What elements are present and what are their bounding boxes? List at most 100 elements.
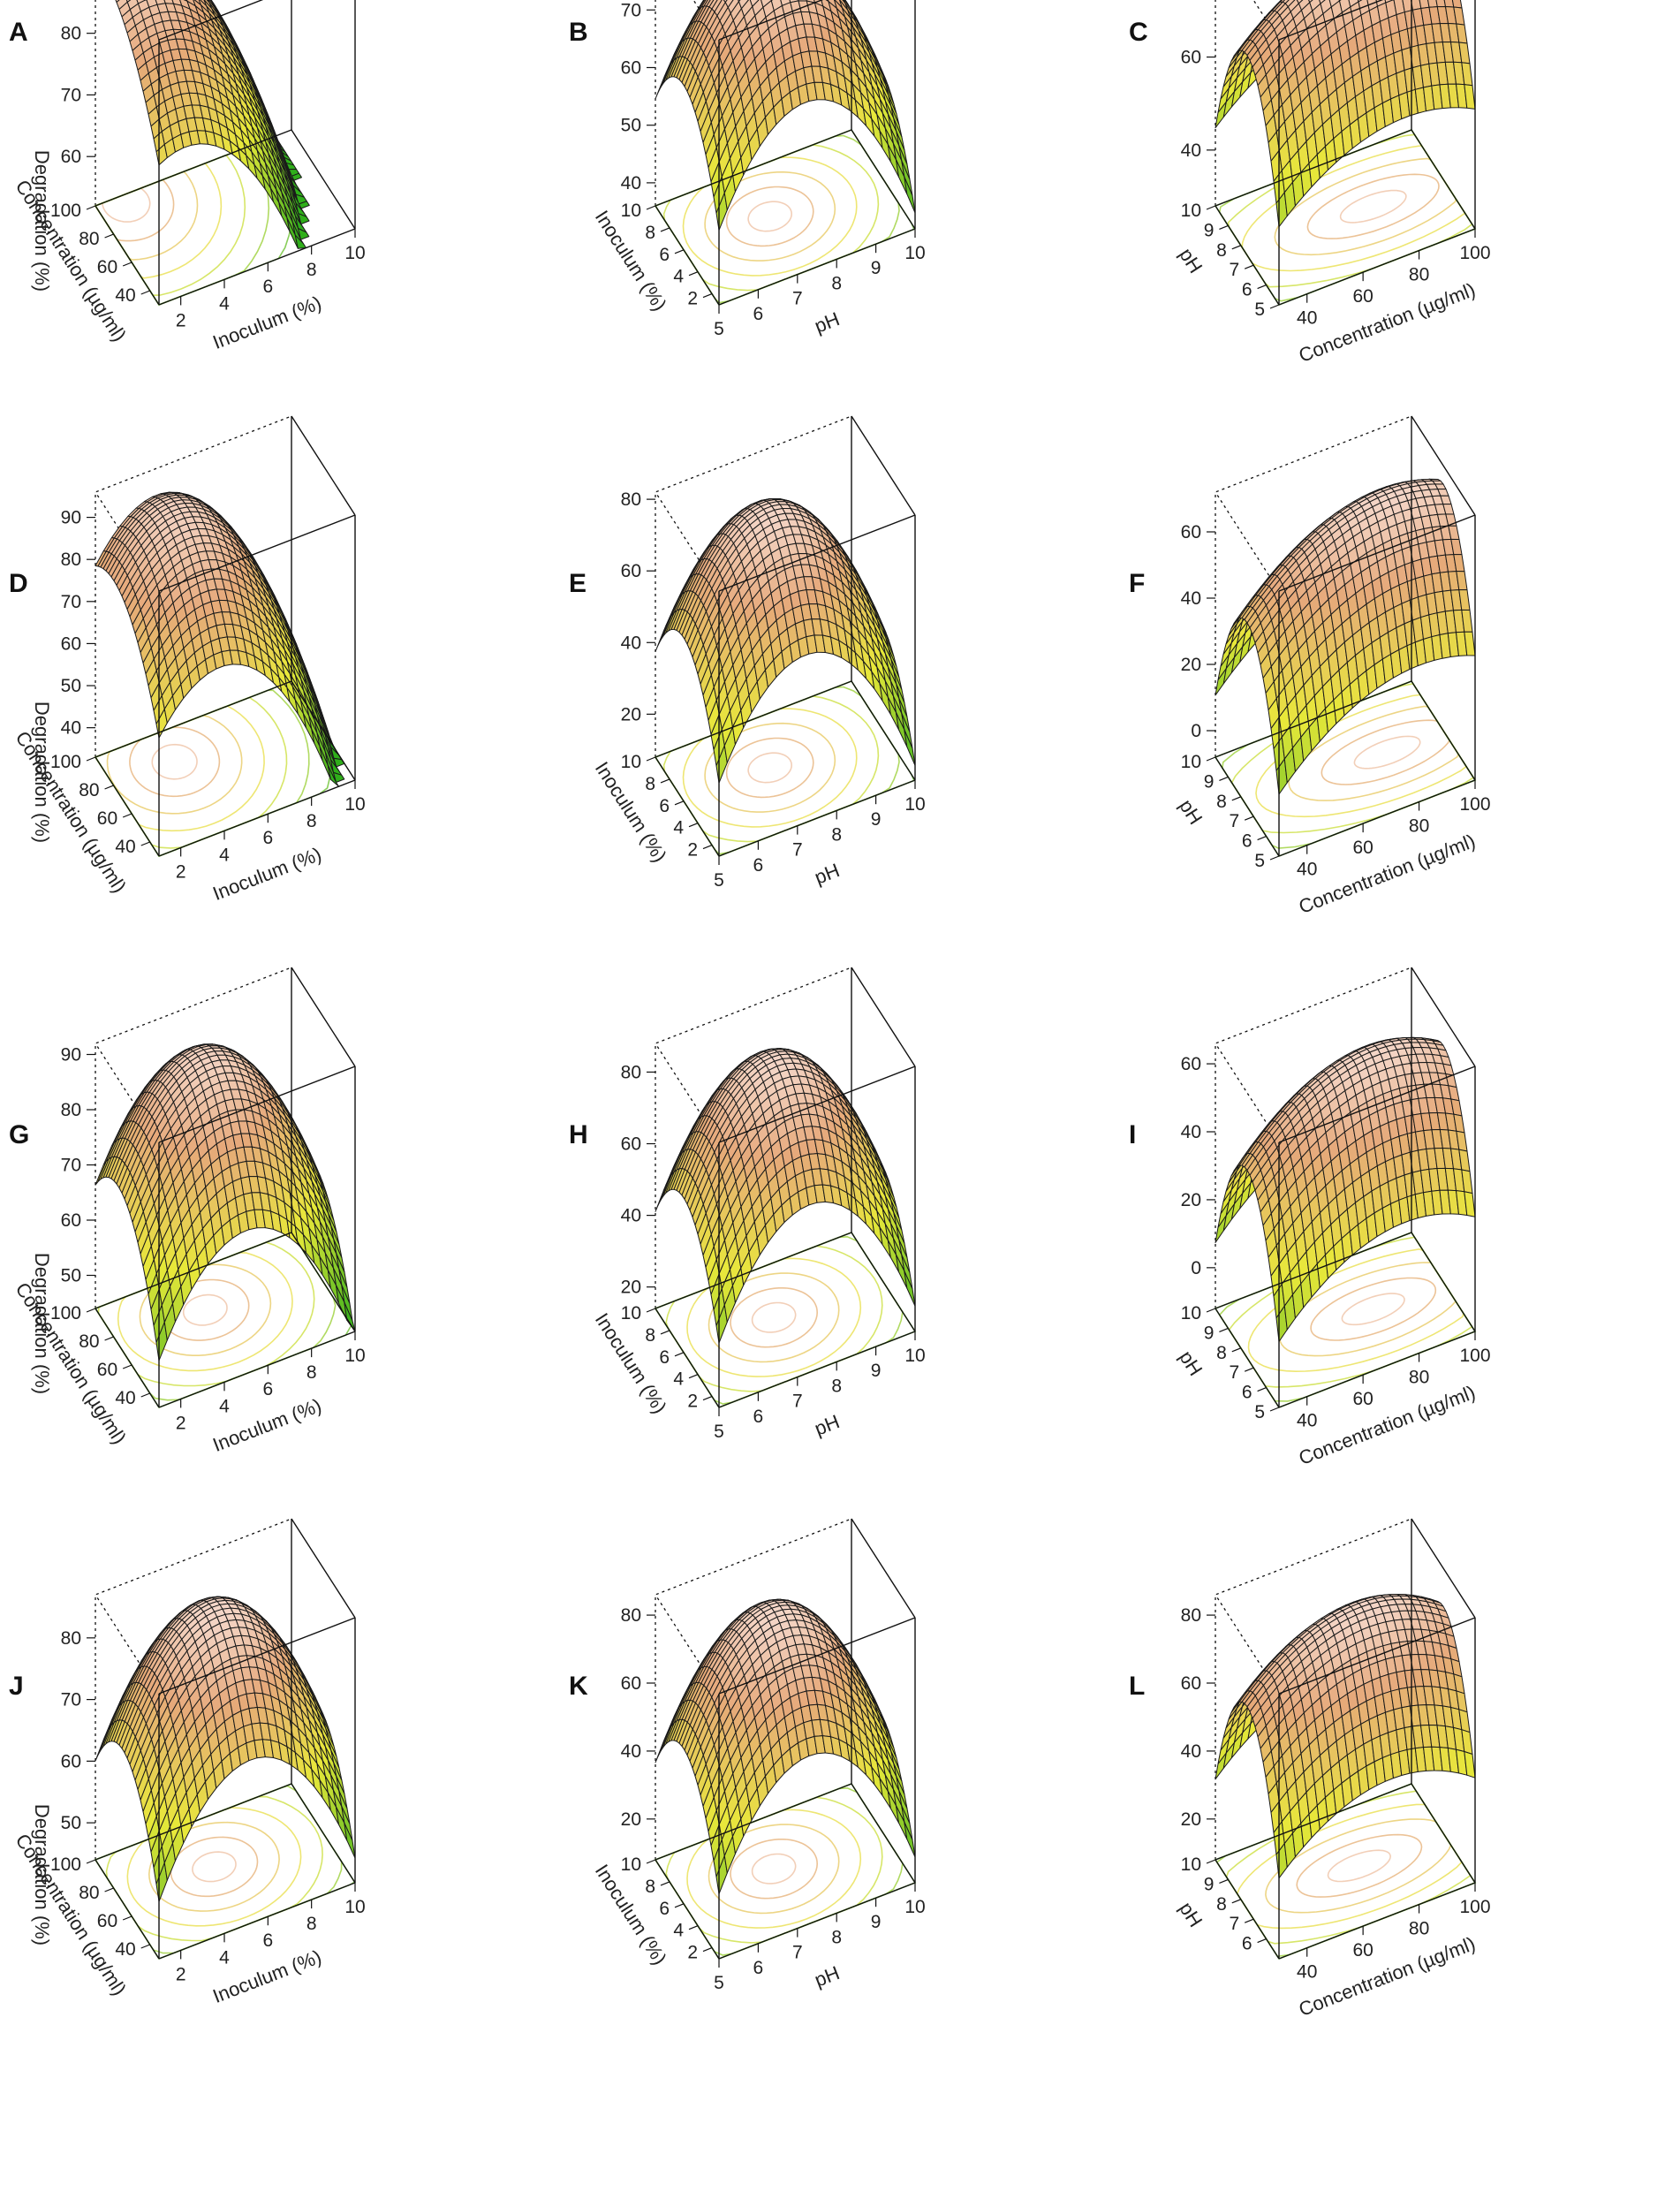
y-tick-label: 4 bbox=[673, 267, 684, 287]
z-tick-label: 60 bbox=[621, 1673, 641, 1694]
z-tick-label: 50 bbox=[621, 116, 641, 136]
y-tick-label: 8 bbox=[1216, 240, 1227, 261]
box-edges bbox=[1215, 1518, 1476, 1960]
y-axis-label: pH bbox=[1175, 795, 1207, 828]
x-tick-label: 8 bbox=[831, 1376, 842, 1396]
y-tick-label: 10 bbox=[1181, 752, 1201, 772]
x-axis-label: Concentration (µg/ml) bbox=[1296, 1932, 1479, 2021]
y-tick-label: 10 bbox=[1181, 1854, 1201, 1875]
x-tick-label: 100 bbox=[1459, 794, 1490, 815]
y-tick-label: 80 bbox=[79, 780, 99, 800]
y-tick-label: 2 bbox=[687, 1392, 698, 1412]
x-tick-label: 8 bbox=[831, 273, 842, 293]
y-tick-label: 6 bbox=[1242, 831, 1252, 852]
y-tick-label: 6 bbox=[659, 1899, 670, 1919]
response-surface bbox=[655, 1598, 916, 1895]
response-surface bbox=[95, 491, 345, 787]
z-tick-label: 90 bbox=[61, 508, 81, 528]
x-tick-label: 10 bbox=[344, 1346, 365, 1366]
panel-letter: G bbox=[9, 1120, 29, 1149]
y-tick-label: 8 bbox=[645, 223, 655, 243]
y-tick-label: 5 bbox=[1254, 300, 1265, 320]
box-back-edge bbox=[1215, 1518, 1412, 1860]
y-tick-label: 10 bbox=[621, 1854, 641, 1875]
box-edges bbox=[95, 967, 356, 1408]
z-tick-label: 60 bbox=[61, 1210, 81, 1231]
panel-A: A60708090246810406080100Inoculum (%)Conc… bbox=[9, 0, 366, 353]
x-axis-label: pH bbox=[812, 1410, 843, 1439]
z-tick-label: 40 bbox=[621, 1206, 641, 1226]
z-tick-label: 50 bbox=[61, 1813, 81, 1833]
y-tick-label: 2 bbox=[687, 840, 698, 861]
response-surface bbox=[115, 0, 310, 249]
y-tick-label: 8 bbox=[1216, 1343, 1227, 1363]
y-tick-label: 9 bbox=[1204, 1874, 1215, 1894]
x-tick-label: 5 bbox=[714, 1973, 724, 1993]
x-tick-label: 8 bbox=[306, 260, 317, 280]
x-tick-label: 2 bbox=[176, 861, 186, 882]
x-tick-label: 10 bbox=[904, 243, 925, 263]
box-edges bbox=[1215, 415, 1476, 857]
y-tick-label: 10 bbox=[621, 1303, 641, 1323]
x-tick-label: 10 bbox=[904, 1346, 925, 1366]
y-tick-label: 80 bbox=[79, 1883, 99, 1903]
y-tick-label: 40 bbox=[115, 1388, 135, 1408]
z-tick-label: 60 bbox=[61, 633, 81, 654]
y-tick-label: 100 bbox=[50, 752, 81, 772]
y-tick-label: 6 bbox=[1242, 1934, 1252, 1954]
x-tick-label: 60 bbox=[1352, 1940, 1373, 1961]
x-tick-label: 2 bbox=[176, 310, 186, 330]
z-tick-label: 80 bbox=[61, 24, 81, 44]
y-tick-label: 40 bbox=[115, 837, 135, 857]
x-tick-label: 7 bbox=[792, 1943, 803, 1963]
response-surface bbox=[95, 1596, 356, 1902]
x-tick-label: 9 bbox=[871, 809, 882, 830]
y-tick-label: 10 bbox=[1181, 1303, 1201, 1323]
box-edges bbox=[95, 0, 356, 306]
z-tick-label: 80 bbox=[621, 1062, 641, 1082]
box-back-edge bbox=[95, 415, 292, 757]
x-tick-label: 6 bbox=[262, 1930, 273, 1951]
panel-letter: E bbox=[569, 569, 586, 598]
y-tick-label: 6 bbox=[1242, 280, 1252, 300]
z-tick-label: 80 bbox=[1181, 1605, 1201, 1626]
y-tick-label: 8 bbox=[645, 1877, 655, 1897]
y-tick-label: 6 bbox=[659, 796, 670, 816]
y-tick-label: 8 bbox=[1216, 1894, 1227, 1915]
y-tick-label: 10 bbox=[1181, 201, 1201, 221]
x-tick-label: 9 bbox=[871, 258, 882, 278]
x-tick-label: 5 bbox=[714, 1422, 724, 1442]
x-tick-label: 80 bbox=[1409, 1919, 1429, 1939]
z-tick-label: 20 bbox=[621, 1809, 641, 1830]
x-tick-label: 100 bbox=[1459, 1346, 1490, 1366]
y-tick-label: 7 bbox=[1230, 811, 1240, 831]
x-tick-label: 40 bbox=[1297, 860, 1317, 880]
box-back-edge bbox=[655, 415, 852, 757]
y-tick-label: 8 bbox=[645, 774, 655, 794]
box-back-edge bbox=[1215, 967, 1412, 1308]
x-tick-label: 10 bbox=[344, 794, 365, 815]
response-surface bbox=[655, 0, 916, 231]
z-tick-label: 60 bbox=[621, 561, 641, 581]
x-tick-label: 40 bbox=[1297, 308, 1317, 329]
panel-letter: I bbox=[1129, 1120, 1136, 1149]
x-tick-label: 40 bbox=[1297, 1411, 1317, 1431]
z-tick-label: 20 bbox=[1181, 1190, 1201, 1210]
y-tick-label: 100 bbox=[50, 201, 81, 221]
x-axis-label: Concentration (µg/ml) bbox=[1296, 830, 1479, 918]
z-tick-label: 40 bbox=[621, 173, 641, 193]
x-axis-label: pH bbox=[812, 307, 843, 337]
x-tick-label: 80 bbox=[1409, 265, 1429, 285]
x-tick-label: 10 bbox=[344, 243, 365, 263]
z-tick-label: 40 bbox=[61, 718, 81, 739]
y-tick-label: 40 bbox=[115, 285, 135, 306]
z-tick-label: 60 bbox=[621, 1134, 641, 1155]
